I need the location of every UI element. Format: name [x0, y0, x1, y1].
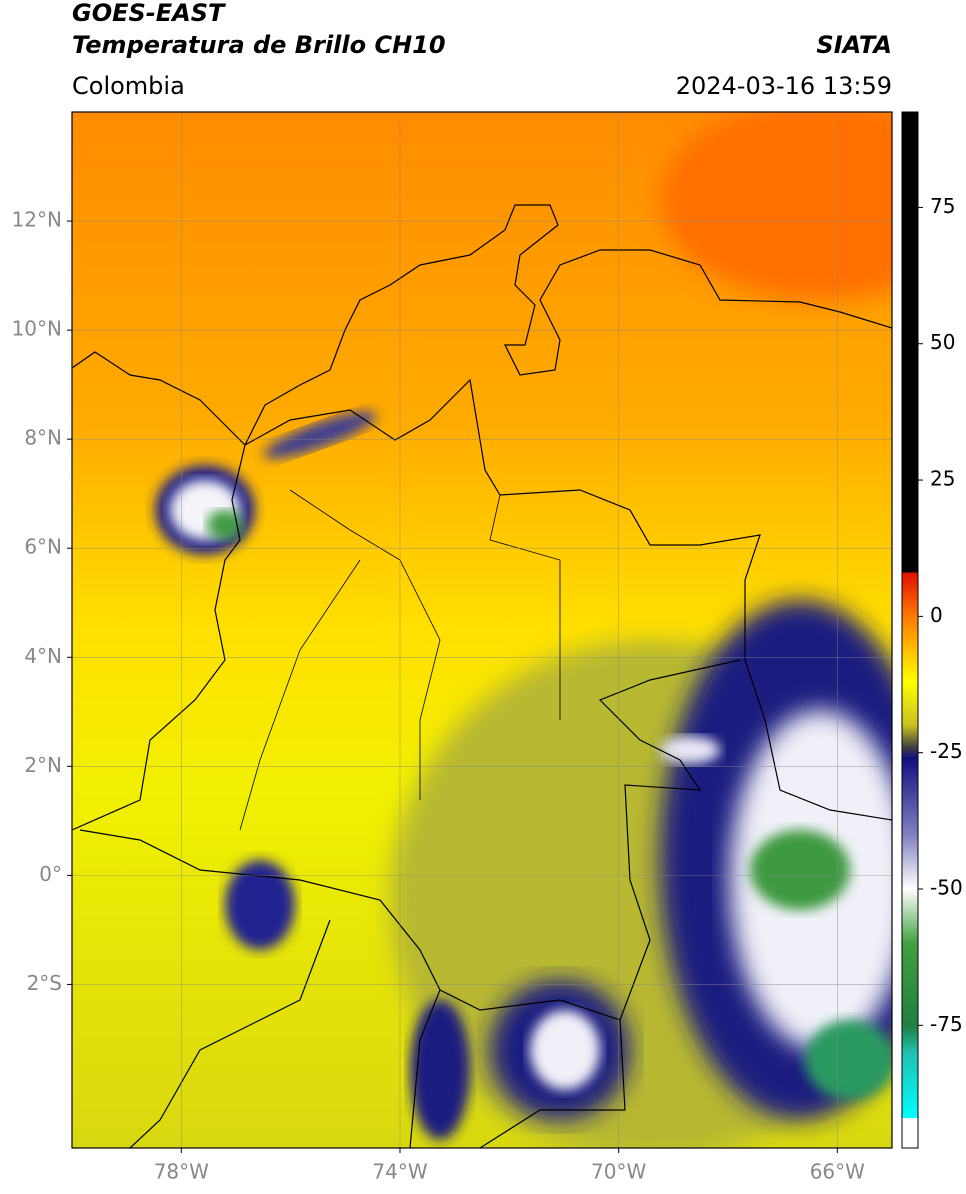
colorbar-label: 25	[930, 467, 955, 491]
x-tick-label: 70°W	[591, 1160, 646, 1184]
y-tick-label: 0°	[39, 862, 62, 886]
x-tick-label: 74°W	[372, 1160, 427, 1184]
y-tick-label: 10°N	[12, 317, 62, 341]
subtitle: Temperatura de Brillo CH10	[72, 31, 446, 59]
colorbar-label: 50	[930, 330, 955, 354]
department-border	[239, 489, 561, 831]
source: SIATA	[816, 31, 892, 59]
border	[129, 919, 331, 1148]
cloud-area	[530, 1010, 600, 1090]
warm-area	[660, 112, 892, 300]
colorbar-label: -75	[930, 1012, 963, 1036]
map-image	[72, 112, 892, 1148]
border	[244, 378, 892, 821]
colorbar-label: -50	[930, 876, 963, 900]
y-tick-label: 2°S	[27, 971, 62, 995]
colorbar-label: 0	[930, 603, 943, 627]
border	[409, 989, 626, 1148]
colorbar-label: 75	[930, 194, 955, 218]
colorbar	[901, 111, 919, 1149]
coastline	[72, 204, 892, 447]
x-tick-label: 66°W	[810, 1160, 865, 1184]
borders	[72, 204, 892, 1148]
cloud-area	[207, 510, 243, 540]
cloud-area	[263, 411, 377, 459]
datetime: 2024-03-16 13:59	[676, 72, 892, 100]
y-tick-label: 8°N	[24, 426, 62, 450]
y-tick-label: 2°N	[24, 753, 62, 777]
coastline	[72, 444, 246, 831]
y-tick-label: 4°N	[24, 644, 62, 668]
cloud-area	[660, 736, 720, 764]
region: Colombia	[72, 72, 185, 100]
cloud-area	[225, 860, 295, 950]
grid	[72, 112, 892, 1148]
cloud-area	[750, 830, 850, 910]
cloud-area	[805, 1020, 892, 1100]
y-tick-label: 6°N	[24, 535, 62, 559]
y-tick-label: 12°N	[12, 208, 62, 232]
colorbar-label: -25	[930, 739, 963, 763]
x-tick-label: 78°W	[154, 1160, 209, 1184]
map-frame	[71, 111, 893, 1149]
title: GOES-EAST	[72, 0, 226, 27]
cloud-area	[410, 1000, 470, 1140]
